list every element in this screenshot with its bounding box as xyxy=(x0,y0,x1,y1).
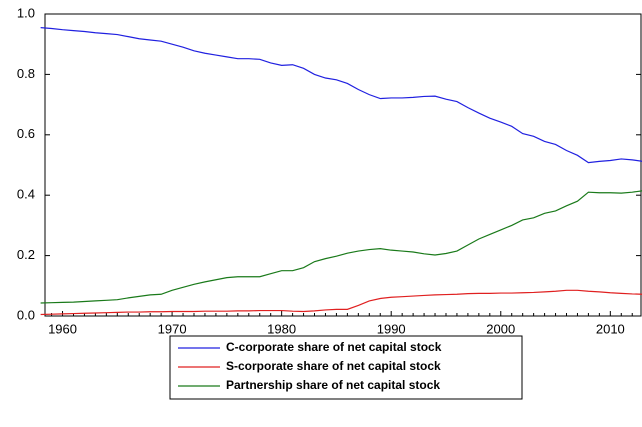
plot-frame xyxy=(44,13,642,317)
legend-label: Partnership share of net capital stock xyxy=(226,378,440,392)
y-tick-label: 0.8 xyxy=(17,66,35,81)
y-tick-label: 1.0 xyxy=(17,5,35,20)
x-tick-label: 1980 xyxy=(267,321,296,336)
legend-label: C-corporate share of net capital stock xyxy=(226,340,442,354)
y-tick-label: 0.2 xyxy=(17,247,35,262)
legend-label: S-corporate share of net capital stock xyxy=(226,359,441,373)
x-tick-label: 1970 xyxy=(158,321,187,336)
x-tick-label: 2010 xyxy=(596,321,625,336)
x-tick-label: 2000 xyxy=(486,321,515,336)
legend-box xyxy=(169,335,523,400)
series-line xyxy=(40,26,642,164)
series-line xyxy=(40,190,642,304)
x-tick-label: 1960 xyxy=(48,321,77,336)
y-tick-label: 0.0 xyxy=(17,307,35,322)
series-line xyxy=(40,289,642,316)
x-tick-label: 1990 xyxy=(377,321,406,336)
y-tick-label: 0.6 xyxy=(17,126,35,141)
y-tick-label: 0.4 xyxy=(17,187,35,202)
